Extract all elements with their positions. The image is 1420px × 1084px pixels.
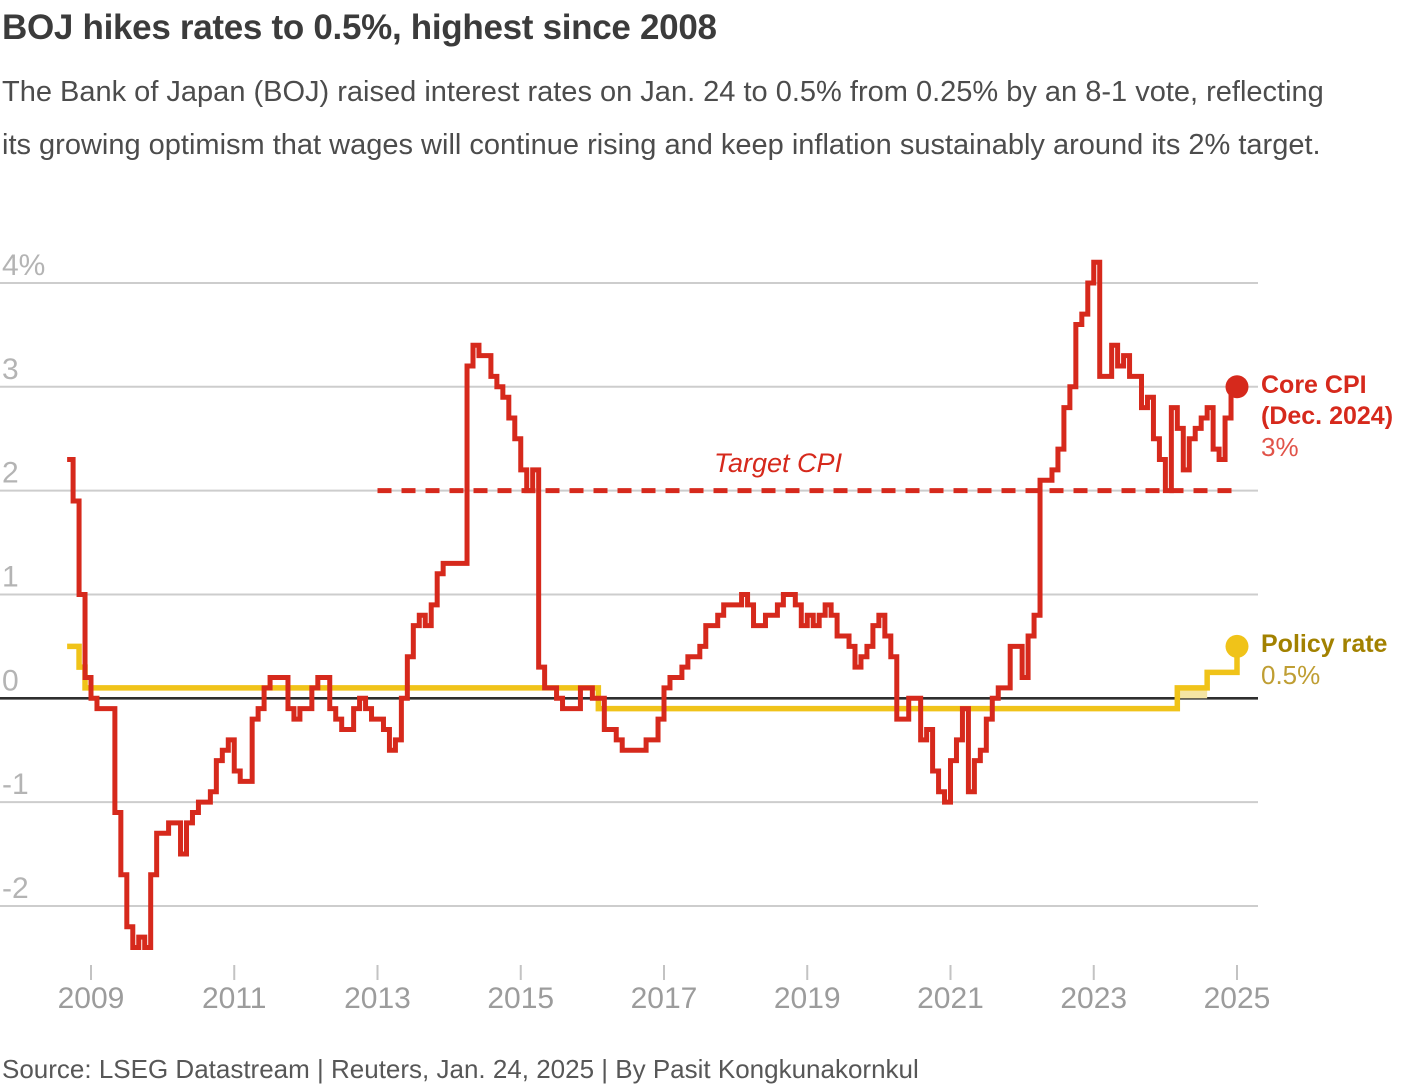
y-axis-label-4: 4% [2,249,45,282]
page-title: BOJ hikes rates to 0.5%, highest since 2… [2,8,717,47]
core-cpi-annotation-date: (Dec. 2024) [1261,402,1394,430]
core-cpi-line [67,259,1237,950]
y-axis-label--2: -2 [2,872,29,905]
policy-rate-line [67,643,1240,712]
x-axis-label-2023: 2023 [1060,982,1127,1015]
target-cpi-label: Target CPI [714,448,843,478]
x-axis-label-2013: 2013 [344,982,411,1015]
x-axis-label-2021: 2021 [917,982,984,1015]
policy-rate-end-dot [1225,634,1249,658]
x-axis-label-2011: 2011 [202,982,267,1015]
policy-range-band [1177,687,1208,699]
core-cpi-annotation-title: Core CPI [1261,371,1367,399]
core-cpi-annotation: Core CPI (Dec. 2024) 3% [1261,370,1393,463]
x-axis-label-2025: 2025 [1204,982,1271,1015]
y-axis-label-2: 2 [2,457,19,490]
x-axis-label-2009: 2009 [58,982,125,1015]
policy-rate-annotation: Policy rate 0.5% [1261,629,1387,691]
y-axis-label-0: 0 [2,664,19,697]
core-cpi-annotation-value: 3% [1261,432,1299,462]
core-cpi-end-dot [1225,375,1249,399]
policy-rate-annotation-value: 0.5% [1261,660,1321,690]
policy-rate-annotation-title: Policy rate [1261,630,1388,658]
x-axis-label-2019: 2019 [774,982,841,1015]
y-axis-label--1: -1 [2,768,29,801]
y-axis-label-1: 1 [2,560,19,593]
source-line: Source: LSEG Datastream | Reuters, Jan. … [2,1054,919,1084]
x-axis-label-2015: 2015 [487,982,554,1015]
y-axis-label-3: 3 [2,353,19,386]
chart-subtitle: The Bank of Japan (BOJ) raised interest … [2,76,1324,161]
x-axis-label-2017: 2017 [631,982,698,1015]
